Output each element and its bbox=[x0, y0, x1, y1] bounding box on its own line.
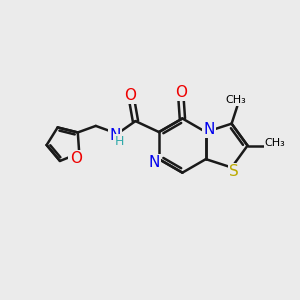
Text: N: N bbox=[109, 128, 121, 143]
Text: O: O bbox=[124, 88, 136, 103]
Text: H: H bbox=[115, 136, 124, 148]
Text: N: N bbox=[149, 155, 160, 170]
Text: S: S bbox=[229, 164, 239, 179]
Text: O: O bbox=[70, 151, 82, 166]
Text: N: N bbox=[204, 122, 215, 136]
Text: CH₃: CH₃ bbox=[225, 95, 246, 105]
Text: O: O bbox=[175, 85, 187, 100]
Text: CH₃: CH₃ bbox=[265, 138, 286, 148]
